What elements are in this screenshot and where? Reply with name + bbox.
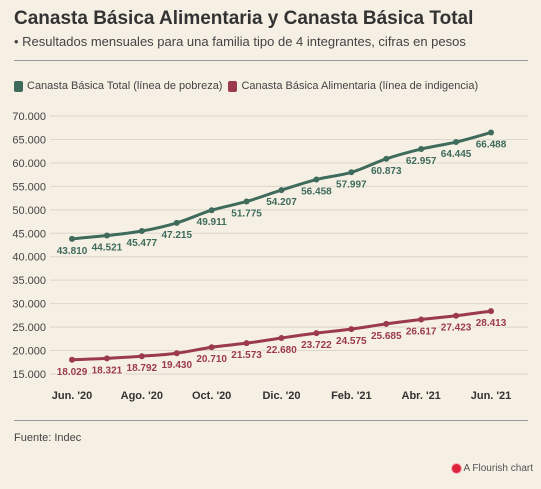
data-point-1 [69, 356, 75, 363]
data-label-0: 60.873 [371, 166, 402, 177]
data-label-0: 62.957 [406, 156, 437, 167]
x-tick-label: Dic. '20 [262, 390, 300, 402]
x-tick-label: Feb. '21 [331, 390, 372, 402]
y-tick-label: 60.000 [12, 158, 46, 170]
data-point-1 [348, 326, 355, 333]
data-label-0: 64.445 [441, 149, 472, 160]
data-label-1: 27.423 [441, 323, 472, 334]
data-label-1: 19.430 [161, 360, 192, 371]
data-label-1: 18.029 [57, 367, 88, 378]
source-note: Fuente: Indec [14, 432, 82, 444]
data-label-0: 49.911 [197, 217, 227, 228]
data-point-1 [383, 320, 390, 327]
flourish-logo-icon [451, 464, 461, 473]
data-point-0 [243, 198, 250, 205]
data-label-1: 18.321 [92, 365, 123, 376]
data-point-1 [103, 355, 110, 362]
data-point-1 [208, 344, 215, 351]
y-tick-label: 25.000 [12, 322, 46, 334]
y-tick-label: 70.000 [12, 111, 46, 123]
data-point-0 [208, 207, 215, 214]
legend-item-alimentaria[interactable]: Canasta Básica Alimentaria (línea de ind… [228, 80, 478, 92]
data-label-0: 51.775 [231, 208, 262, 219]
data-point-1 [488, 308, 494, 315]
data-label-0: 56.458 [301, 187, 332, 198]
y-tick-label: 30.000 [12, 299, 46, 311]
data-label-0: 44.521 [92, 243, 123, 254]
chart-title: Canasta Básica Alimentaria y Canasta Bás… [14, 8, 474, 29]
line-chart: 15.000 20.000 25.000 30.000 35.000 40.000 45.0… [12, 111, 528, 402]
x-tick-label: Oct. '20 [192, 390, 231, 402]
data-point-0 [453, 139, 460, 146]
data-point-0 [173, 219, 180, 226]
data-label-1: 18.792 [127, 363, 158, 374]
flourish-credit-label: A Flourish chart [463, 463, 533, 474]
legend-label-total: Canasta Básica Total (línea de pobreza) [27, 80, 223, 92]
y-tick-label: 15.000 [12, 369, 46, 381]
data-label-1: 28.413 [476, 318, 507, 329]
data-label-0: 57.997 [336, 179, 367, 190]
header-divider [14, 60, 528, 61]
data-label-1: 24.575 [336, 336, 367, 347]
legend-item-total[interactable]: Canasta Básica Total (línea de pobreza) [14, 80, 222, 92]
data-label-1: 26.617 [406, 327, 437, 338]
data-label-0: 45.477 [127, 238, 158, 249]
data-point-0 [69, 235, 75, 242]
y-tick-label: 65.000 [12, 134, 46, 146]
legend: Canasta Básica Total (línea de pobreza) … [14, 80, 484, 92]
data-label-1: 23.722 [301, 340, 332, 351]
y-tick-label: 45.000 [12, 228, 46, 240]
series-line-0 [70, 130, 493, 241]
data-label-0: 43.810 [57, 246, 88, 257]
data-point-0 [418, 146, 425, 153]
data-point-1 [173, 350, 180, 357]
data-label-0: 54.207 [266, 197, 297, 208]
data-point-1 [138, 353, 145, 360]
y-tick-label: 50.000 [12, 205, 46, 217]
data-point-0 [488, 129, 494, 136]
legend-swatch-total [14, 80, 23, 92]
data-point-0 [278, 187, 285, 194]
data-point-0 [103, 232, 110, 239]
x-tick-label: Jun. '21 [471, 390, 512, 402]
data-point-1 [278, 334, 285, 341]
data-label-0: 66.488 [476, 139, 507, 150]
x-tick-label: Jun. '20 [52, 390, 93, 402]
y-tick-label: 35.000 [12, 275, 46, 287]
data-point-1 [243, 340, 250, 347]
x-tick-label: Abr. '21 [402, 390, 441, 402]
data-point-0 [383, 155, 390, 162]
y-tick-label: 55.000 [12, 181, 46, 193]
data-point-1 [313, 330, 320, 337]
data-label-1: 25.685 [371, 331, 402, 342]
data-label-1: 22.680 [266, 345, 297, 356]
data-point-1 [418, 316, 425, 323]
y-tick-label: 20.000 [12, 346, 46, 358]
y-tick-label: 40.000 [12, 252, 46, 264]
chart-subtitle: • Resultados mensuales para una familia … [14, 34, 466, 49]
legend-label-alimentaria: Canasta Básica Alimentaria (línea de ind… [241, 80, 479, 92]
data-point-1 [453, 312, 460, 319]
flourish-credit[interactable]: A Flourish chart [451, 463, 533, 474]
data-label-0: 47.215 [161, 230, 192, 241]
data-point-0 [348, 169, 355, 176]
data-point-0 [138, 228, 145, 235]
data-point-0 [313, 176, 320, 183]
x-tick-label: Ago. '20 [121, 390, 163, 402]
data-label-1: 21.573 [231, 350, 262, 361]
footer-divider [14, 420, 528, 421]
legend-swatch-alimentaria [228, 80, 238, 92]
data-label-1: 20.710 [196, 354, 227, 365]
